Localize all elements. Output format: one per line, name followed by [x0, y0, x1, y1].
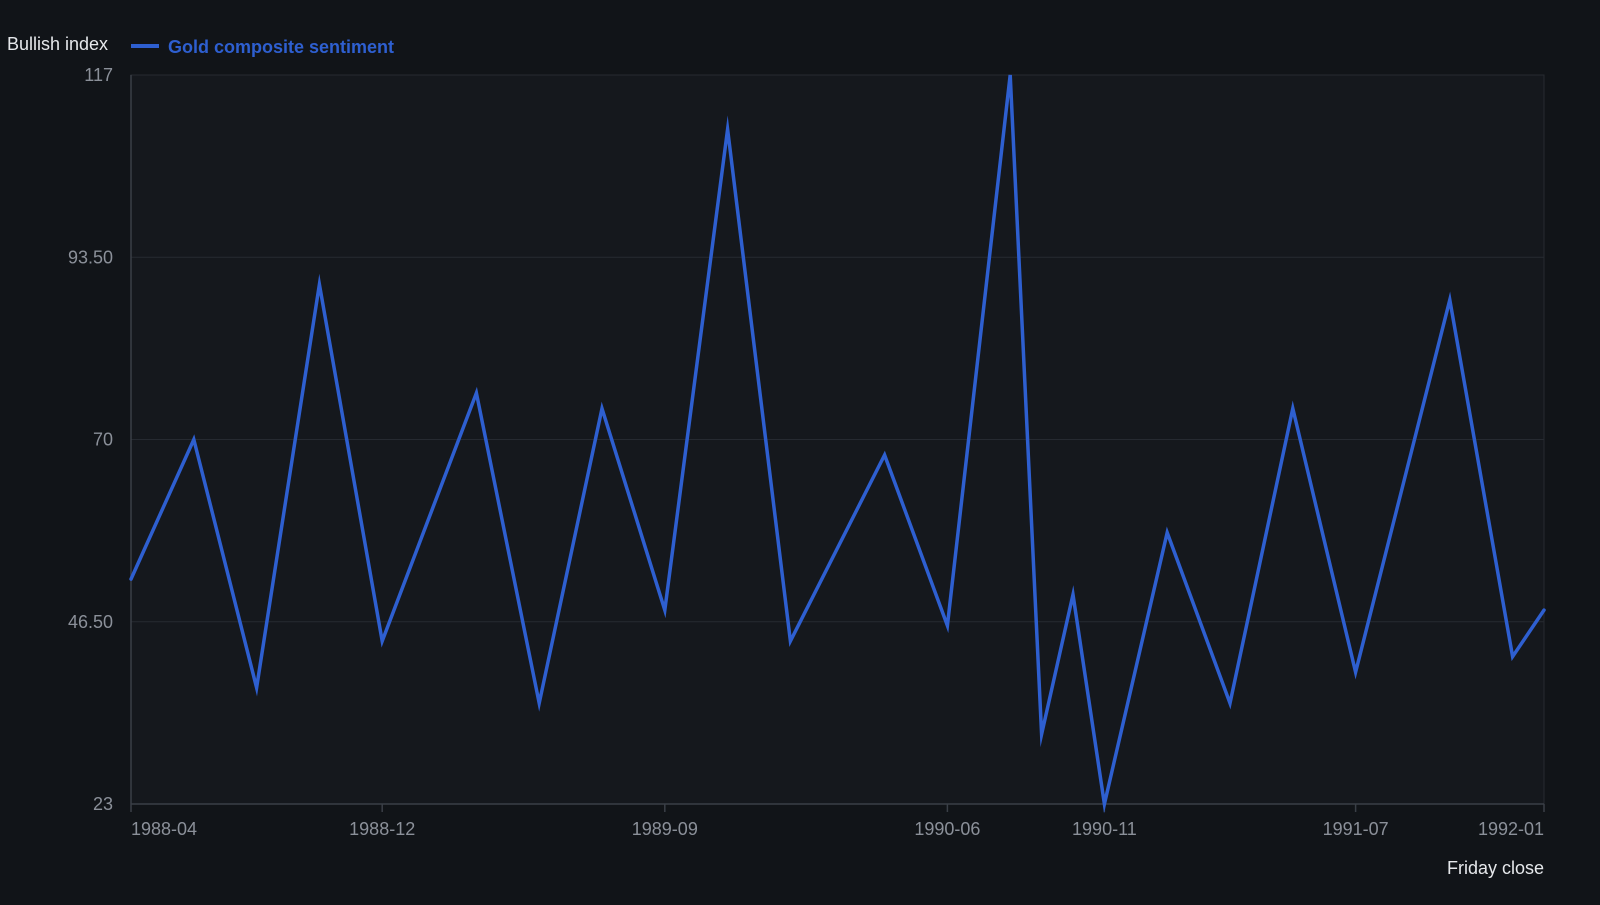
x-axis-title: Friday close	[1447, 858, 1544, 878]
y-tick-label: 70	[93, 430, 113, 450]
x-tick-label: 1990-11	[1072, 819, 1137, 839]
legend[interactable]: Gold composite sentiment	[131, 37, 394, 57]
grid-lines	[131, 74, 1544, 623]
y-tick-label: 46.50	[68, 612, 113, 632]
legend-label: Gold composite sentiment	[168, 37, 394, 57]
y-axis-title: Bullish index	[7, 34, 108, 54]
y-tick-label: 93.50	[68, 247, 113, 267]
x-tick-label: 1991-07	[1323, 819, 1389, 839]
x-tick-label: 1988-04	[131, 819, 197, 839]
axes: 23 46.50 70 93.50 117 1988-04 1988-12 1989-09 19…	[68, 65, 1545, 839]
x-tick-label: 1992-01	[1478, 819, 1544, 839]
x-tick-label: 1990-06	[914, 819, 980, 839]
y-tick-label: 23	[93, 794, 113, 814]
x-tick-label: 1988-12	[349, 819, 415, 839]
series-line	[129, 74, 1546, 814]
y-tick-label: 117	[84, 65, 113, 85]
x-tick-label: 1989-09	[632, 819, 698, 839]
series-layer	[129, 74, 1546, 814]
